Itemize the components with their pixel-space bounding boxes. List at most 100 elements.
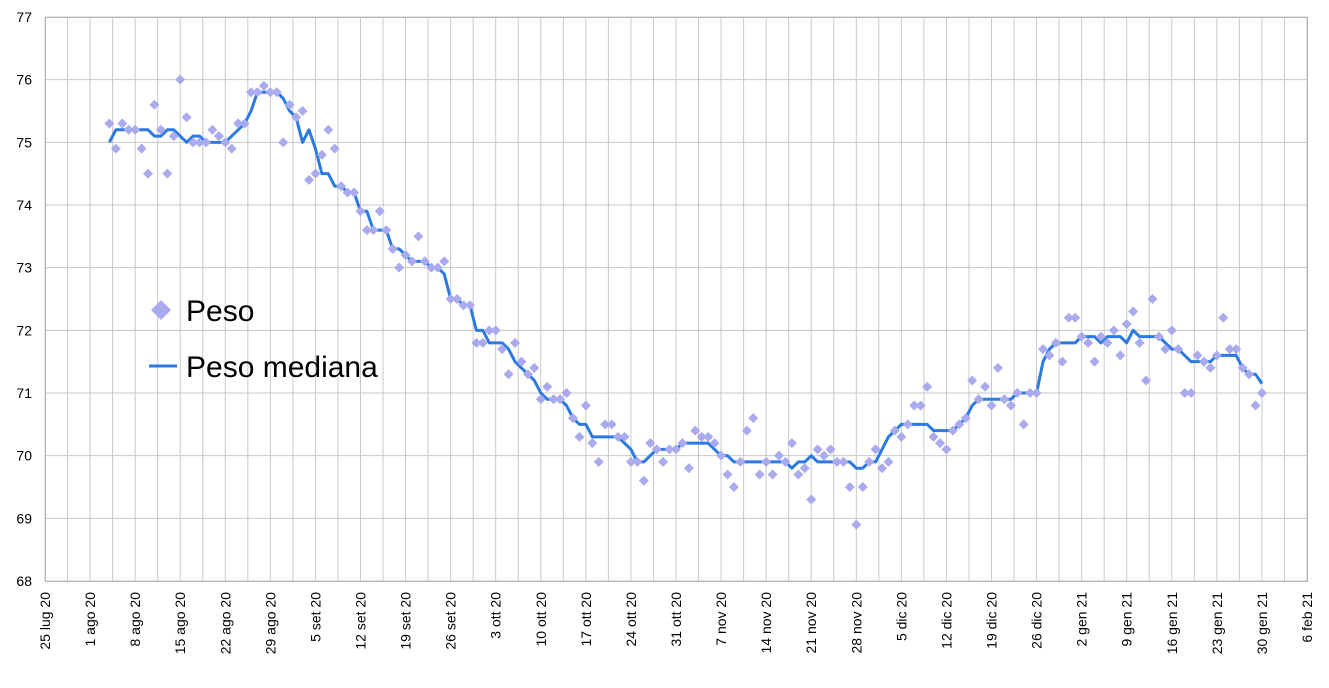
peso-point [1031,388,1042,398]
peso-point [593,456,604,467]
peso-point [580,400,591,411]
peso-point [709,438,720,449]
peso-point [677,438,688,449]
peso-point [407,256,418,267]
peso-point [767,469,778,480]
peso-point [522,369,533,380]
peso-point [1192,350,1203,361]
peso-point [361,225,372,236]
peso-point [368,225,379,236]
peso-point [1012,388,1023,398]
peso-point [722,469,733,480]
peso-point [587,438,598,449]
peso-point [748,413,759,424]
peso-point [426,262,437,273]
peso-point [439,256,450,267]
peso-point [503,369,514,380]
peso-point [136,143,147,154]
x-tick-label: 23 gen 21 [1209,592,1225,654]
peso-point [600,419,611,430]
series-peso [104,74,1267,530]
peso-point [651,444,662,455]
peso-point [239,118,250,129]
peso-point [1256,388,1267,398]
peso-point [1153,331,1164,342]
peso-point [497,344,508,355]
peso-point [613,431,624,442]
peso-point [645,438,656,449]
x-tick-label: 1 ago 20 [82,592,98,647]
peso-point [464,300,475,311]
peso-point [284,99,295,110]
peso-point [188,137,199,148]
peso-point [1076,331,1087,342]
peso-point [484,325,495,336]
x-tick-label: 5 set 20 [307,592,323,642]
peso-point [812,444,823,455]
peso-point [291,112,302,123]
peso-point [902,419,913,430]
peso-point [349,187,360,198]
peso-point [155,124,166,135]
peso-point [1198,356,1209,367]
peso-point [1173,344,1184,355]
peso-point [632,456,643,467]
peso-point [947,425,958,436]
peso-point [510,337,521,348]
y-tick-label: 69 [16,510,32,526]
peso-point [1050,337,1061,348]
x-tick-label: 5 dic 20 [893,592,909,641]
peso-point [1205,362,1216,373]
x-tick-label: 16 gen 21 [1164,592,1180,654]
x-tick-label: 9 gen 21 [1119,592,1135,647]
peso-point [329,143,340,154]
peso-point [200,137,211,148]
peso-point [303,174,314,185]
x-tick-label: 31 ott 20 [668,592,684,647]
peso-point [278,137,289,148]
peso-point [844,482,855,492]
peso-point [799,463,810,474]
peso-point [1121,319,1132,330]
peso-point [297,106,308,116]
x-tick-label: 26 dic 20 [1029,592,1045,649]
peso-point [220,137,231,148]
peso-point [728,482,739,492]
peso-point [1231,344,1242,355]
peso-point [374,206,385,217]
peso-point [394,262,405,273]
y-axis-tick-labels: 68 69 70 71 72 73 74 75 76 77 [16,9,32,589]
peso-point [336,181,347,192]
y-tick-label: 68 [16,573,32,589]
peso-point [1179,388,1190,398]
x-tick-label: 6 feb 21 [1299,592,1315,643]
x-tick-label: 14 nov 20 [758,592,774,654]
peso-point [130,124,141,135]
peso-point [941,444,952,455]
peso-point [567,413,578,424]
peso-point [683,463,694,474]
y-tick-label: 72 [16,322,32,338]
peso-point [265,87,276,98]
peso-point [1128,306,1139,317]
peso-point [851,519,862,530]
peso-point [310,168,321,179]
peso-point [864,456,875,467]
peso-point [973,394,984,405]
peso-point [452,294,463,304]
x-tick-label: 24 ott 20 [623,592,639,647]
peso-point [168,131,179,142]
x-tick-label: 17 ott 20 [578,592,594,647]
peso-point [381,225,392,236]
peso-point [831,456,842,467]
x-tick-label: 30 gen 21 [1254,592,1270,654]
peso-point [1102,337,1113,348]
peso-point [445,294,456,304]
y-tick-label: 70 [16,448,32,464]
peso-point [110,143,121,154]
x-tick-label: 26 set 20 [443,592,459,650]
peso-point [1070,312,1081,323]
x-tick-label: 21 nov 20 [803,592,819,654]
peso-point [934,438,945,449]
peso-point [838,456,849,467]
